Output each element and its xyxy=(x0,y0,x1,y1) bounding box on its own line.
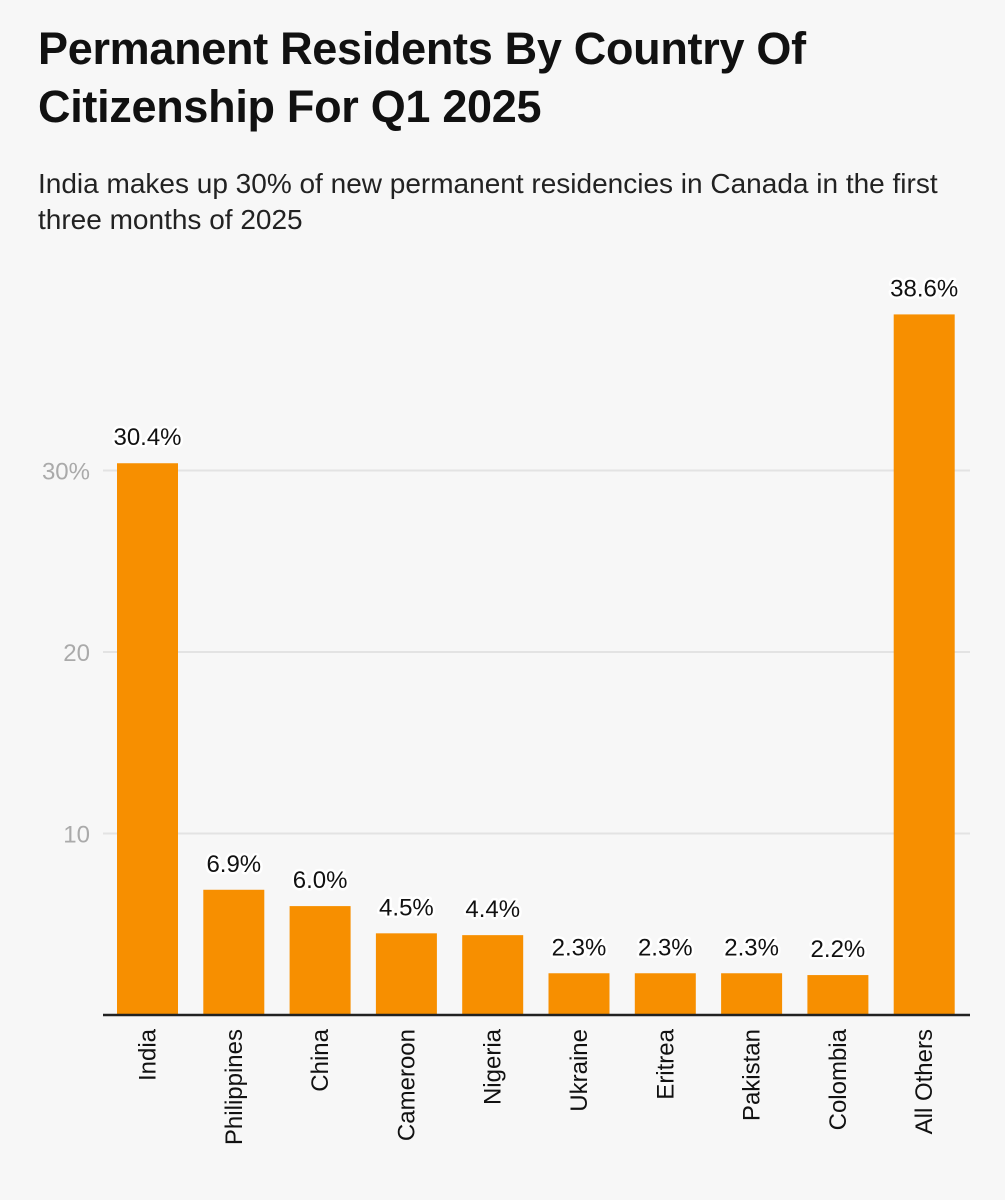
x-category-label: Cameroon xyxy=(393,1029,420,1141)
bar-china xyxy=(289,906,351,1015)
data-labels: 30.4% 6.9% 6.0% 4.5% 4.4% 2.3% 2.3% 2.3% 2.2% 38.… xyxy=(111,273,961,966)
x-category-label: Nigeria xyxy=(480,1028,507,1105)
x-category-label: China xyxy=(307,1028,334,1091)
data-label: 38.6% xyxy=(890,275,958,302)
x-category-label: Colombia xyxy=(825,1028,852,1130)
bar-cameroon xyxy=(375,933,437,1015)
bars xyxy=(117,314,955,1015)
bar-pakistan xyxy=(721,973,783,1015)
data-label: 4.5% xyxy=(379,894,434,921)
x-category-label: Philippines xyxy=(221,1029,248,1145)
y-tick-label: 20 xyxy=(63,640,90,667)
bar-nigeria xyxy=(462,935,524,1015)
x-category-label: India xyxy=(135,1028,162,1081)
gridlines xyxy=(103,469,970,835)
data-label: 6.9% xyxy=(206,851,261,878)
bar-philippines xyxy=(203,889,265,1015)
bar-ukraine xyxy=(548,973,610,1015)
x-category-label: All Others xyxy=(911,1029,938,1134)
bar-eritrea xyxy=(634,973,696,1015)
data-label: 6.0% xyxy=(293,867,348,894)
data-label: 2.2% xyxy=(811,936,866,963)
bar-colombia xyxy=(807,975,869,1015)
axes: 10 20 30% India Philippines China Cameroon Nige… xyxy=(42,459,970,1145)
chart-title: Permanent Residents By Country Of Citize… xyxy=(38,23,806,132)
bar-all-others xyxy=(893,314,955,1015)
y-tick-label: 30% xyxy=(42,459,90,486)
x-category-label: Pakistan xyxy=(739,1029,766,1121)
data-label: 2.3% xyxy=(552,934,607,961)
chart-subtitle: India makes up 30% of new permanent resi… xyxy=(38,168,938,235)
x-category-label: Ukraine xyxy=(566,1029,593,1112)
data-label: 4.4% xyxy=(465,896,520,923)
x-category-label: Eritrea xyxy=(652,1028,679,1099)
data-label: 30.4% xyxy=(113,424,181,451)
y-tick-label: 10 xyxy=(63,822,90,849)
data-label: 2.3% xyxy=(724,934,779,961)
bar-india xyxy=(117,463,178,1015)
data-label: 2.3% xyxy=(638,934,693,961)
